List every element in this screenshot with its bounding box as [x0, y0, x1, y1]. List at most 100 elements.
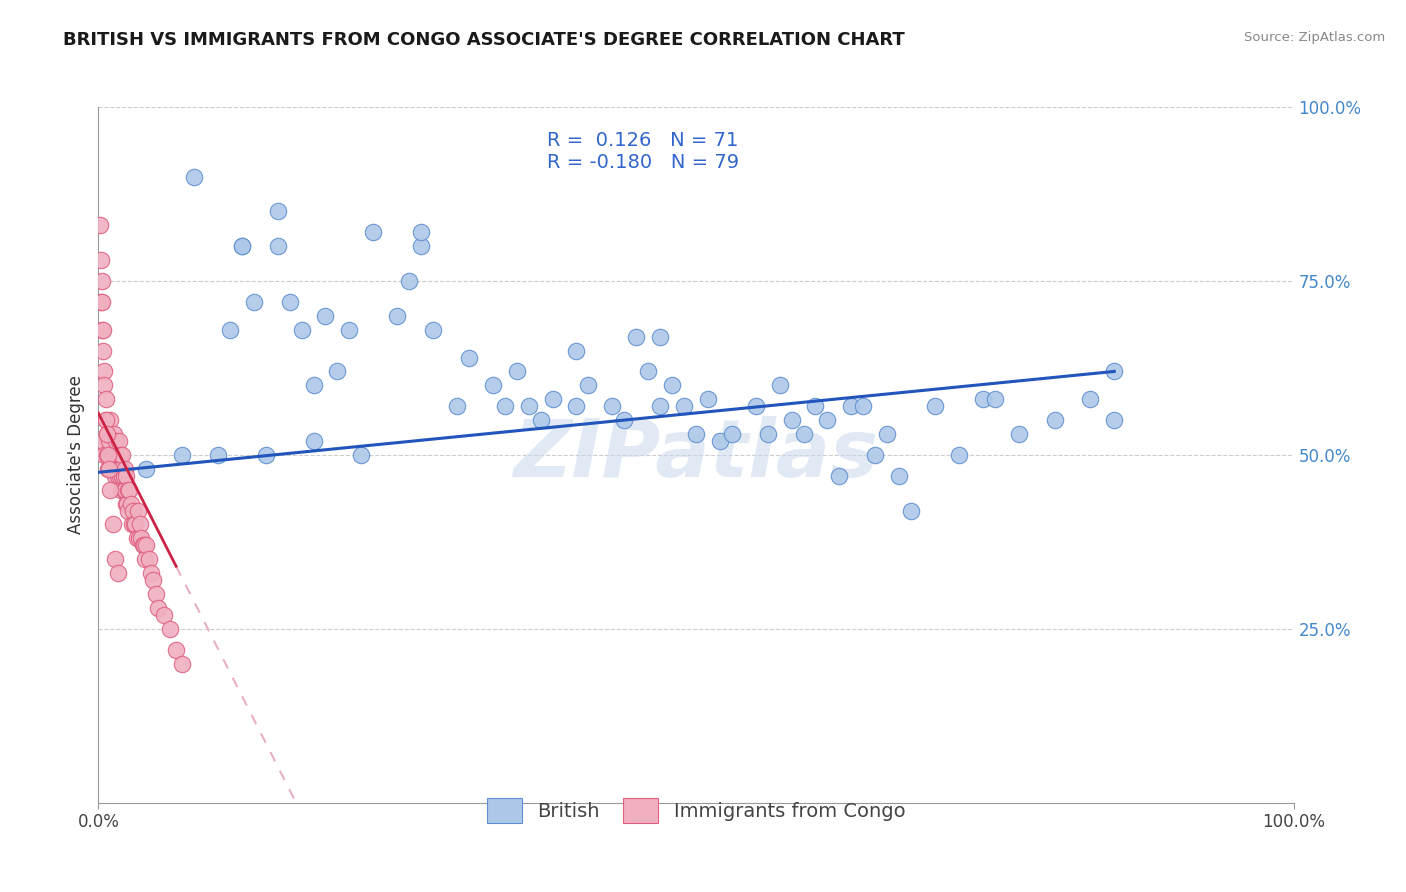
Point — [876, 427, 898, 442]
Point — [96, 427, 118, 442]
Point — [145, 587, 167, 601]
Point — [91, 294, 114, 309]
Text: R = -0.180   N = 79: R = -0.180 N = 79 — [547, 153, 738, 172]
Point — [135, 538, 157, 552]
Point — [972, 392, 994, 407]
Point — [94, 413, 117, 427]
Point — [93, 448, 115, 462]
Point — [89, 219, 111, 233]
Point — [172, 448, 194, 462]
Point — [91, 343, 114, 358]
Point — [112, 483, 135, 497]
Point — [709, 434, 731, 448]
Text: BRITISH VS IMMIGRANTS FROM CONGO ASSOCIATE'S DEGREE CORRELATION CHART: BRITISH VS IMMIGRANTS FROM CONGO ASSOCIA… — [63, 31, 905, 49]
Point — [841, 399, 863, 413]
Point — [254, 448, 277, 462]
Point — [131, 538, 153, 552]
Point — [139, 566, 162, 581]
Point — [506, 364, 529, 378]
Point — [94, 392, 117, 407]
Point — [326, 364, 349, 378]
Point — [153, 607, 176, 622]
Point — [121, 517, 143, 532]
Point — [115, 468, 138, 483]
Point — [172, 657, 194, 671]
Point — [756, 427, 779, 442]
Point — [1104, 364, 1126, 378]
Point — [98, 483, 122, 497]
Point — [103, 448, 125, 462]
Point — [108, 468, 131, 483]
Point — [697, 392, 720, 407]
Point — [142, 573, 165, 587]
Text: Source: ZipAtlas.com: Source: ZipAtlas.com — [1244, 31, 1385, 45]
Point — [127, 503, 149, 517]
Point — [125, 532, 148, 546]
Point — [91, 434, 114, 448]
Point — [134, 552, 156, 566]
Point — [411, 239, 433, 253]
Point — [648, 399, 672, 413]
Point — [219, 323, 242, 337]
Point — [613, 413, 636, 427]
Point — [291, 323, 314, 337]
Point — [602, 399, 624, 413]
Point — [107, 468, 129, 483]
Point — [626, 329, 648, 343]
Point — [91, 274, 114, 288]
Point — [315, 309, 337, 323]
Point — [948, 448, 970, 462]
Point — [118, 483, 141, 497]
Point — [1008, 427, 1031, 442]
Point — [110, 462, 132, 476]
Point — [104, 468, 127, 483]
Point — [243, 294, 266, 309]
Point — [124, 517, 146, 532]
Point — [924, 399, 946, 413]
Point — [350, 448, 373, 462]
Point — [302, 378, 325, 392]
Point — [120, 497, 142, 511]
Text: ZIPatlas: ZIPatlas — [513, 416, 879, 494]
Point — [101, 462, 124, 476]
Point — [267, 204, 290, 219]
Point — [1104, 413, 1126, 427]
Point — [98, 448, 122, 462]
Point — [565, 399, 588, 413]
Point — [91, 323, 114, 337]
Point — [685, 427, 707, 442]
Point — [132, 538, 155, 552]
Point — [165, 642, 187, 657]
Point — [98, 434, 121, 448]
Point — [541, 392, 564, 407]
Point — [900, 503, 922, 517]
Point — [107, 462, 129, 476]
Point — [446, 399, 468, 413]
Point — [339, 323, 361, 337]
Point — [411, 225, 433, 239]
Point — [117, 503, 139, 517]
Point — [93, 364, 115, 378]
Point — [117, 483, 139, 497]
Point — [96, 427, 118, 442]
Point — [661, 378, 683, 392]
Point — [115, 497, 138, 511]
Point — [673, 399, 696, 413]
Point — [114, 462, 136, 476]
Point — [98, 462, 121, 476]
Point — [865, 448, 887, 462]
Point — [458, 351, 481, 365]
Point — [481, 378, 505, 392]
Point — [278, 294, 301, 309]
Point — [494, 399, 516, 413]
Point — [122, 503, 145, 517]
Point — [131, 532, 153, 546]
Point — [398, 274, 420, 288]
Point — [111, 448, 134, 462]
Point — [793, 427, 815, 442]
Point — [1080, 392, 1102, 407]
Point — [148, 601, 170, 615]
Point — [104, 448, 127, 462]
Point — [637, 364, 659, 378]
Text: R =  0.126   N = 71: R = 0.126 N = 71 — [547, 131, 738, 150]
